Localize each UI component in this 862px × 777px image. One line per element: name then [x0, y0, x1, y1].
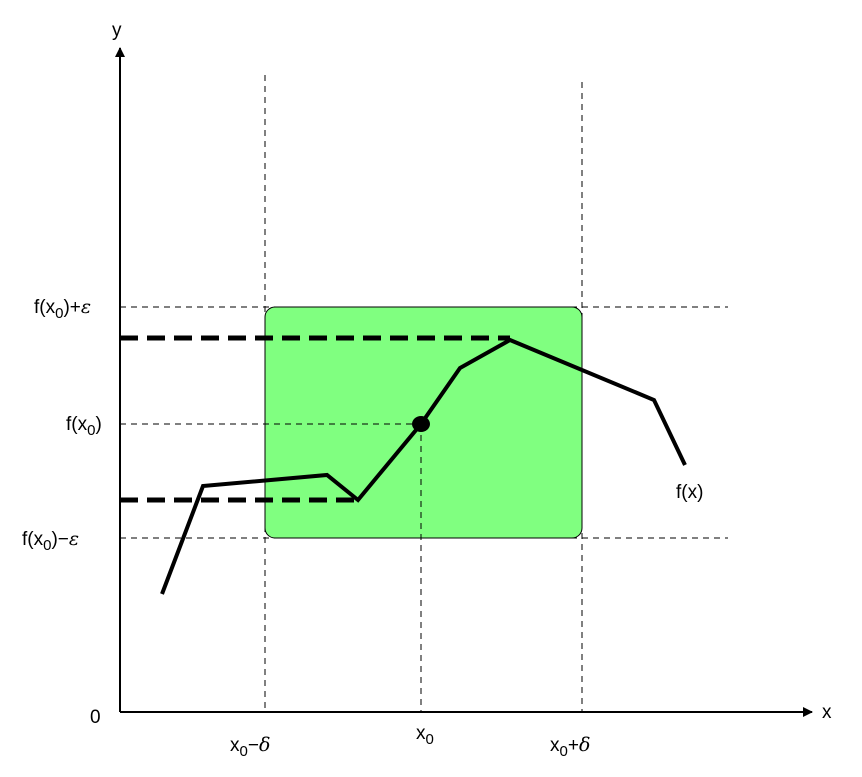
- y-center-post: ): [95, 414, 101, 435]
- y-upper-pre: f(x: [34, 297, 56, 318]
- x-label-x0-minus-delta: x0−δ: [230, 734, 270, 760]
- x-right-op: +: [568, 735, 579, 756]
- y-upper-sym: ε: [81, 296, 91, 318]
- origin-label: 0: [90, 707, 101, 728]
- y-lower-pre: f(x: [22, 529, 44, 550]
- point-x0-fx0: [412, 416, 430, 432]
- range-lines: [120, 335, 510, 503]
- y-center-sub: 0: [87, 422, 95, 439]
- x-left-base: x: [230, 735, 240, 756]
- y-lower-post: ): [51, 529, 57, 550]
- curve-label: f(x): [676, 482, 703, 503]
- y-lower-sub: 0: [43, 537, 51, 554]
- x-center-base: x: [416, 723, 426, 744]
- guide-lines: [120, 75, 728, 712]
- y-upper-sub: 0: [55, 305, 63, 322]
- x-left-op: −: [248, 735, 259, 756]
- x-left-sym: δ: [259, 734, 270, 756]
- y-label-f-x0: f(x0): [66, 414, 102, 439]
- y-center-pre: f(x: [66, 414, 88, 435]
- y-upper-post: ): [63, 297, 69, 318]
- y-label-f-minus-epsilon: f(x0)−ε: [22, 528, 79, 554]
- x-center-sub: 0: [426, 731, 434, 748]
- y-lower-sym: ε: [69, 528, 79, 550]
- y-label-f-plus-epsilon: f(x0)+ε: [34, 296, 91, 322]
- x-right-sub: 0: [560, 743, 568, 760]
- x-label-x0: x0: [416, 723, 434, 748]
- y-upper-op: +: [70, 297, 81, 318]
- x-label-x0-plus-delta: x0+δ: [550, 734, 590, 760]
- x-right-sym: δ: [579, 734, 590, 756]
- x-right-base: x: [550, 735, 560, 756]
- x-axis-label: x: [822, 702, 832, 723]
- y-axis-label: y: [112, 20, 122, 41]
- y-lower-op: −: [58, 529, 69, 550]
- x-left-sub: 0: [240, 743, 248, 760]
